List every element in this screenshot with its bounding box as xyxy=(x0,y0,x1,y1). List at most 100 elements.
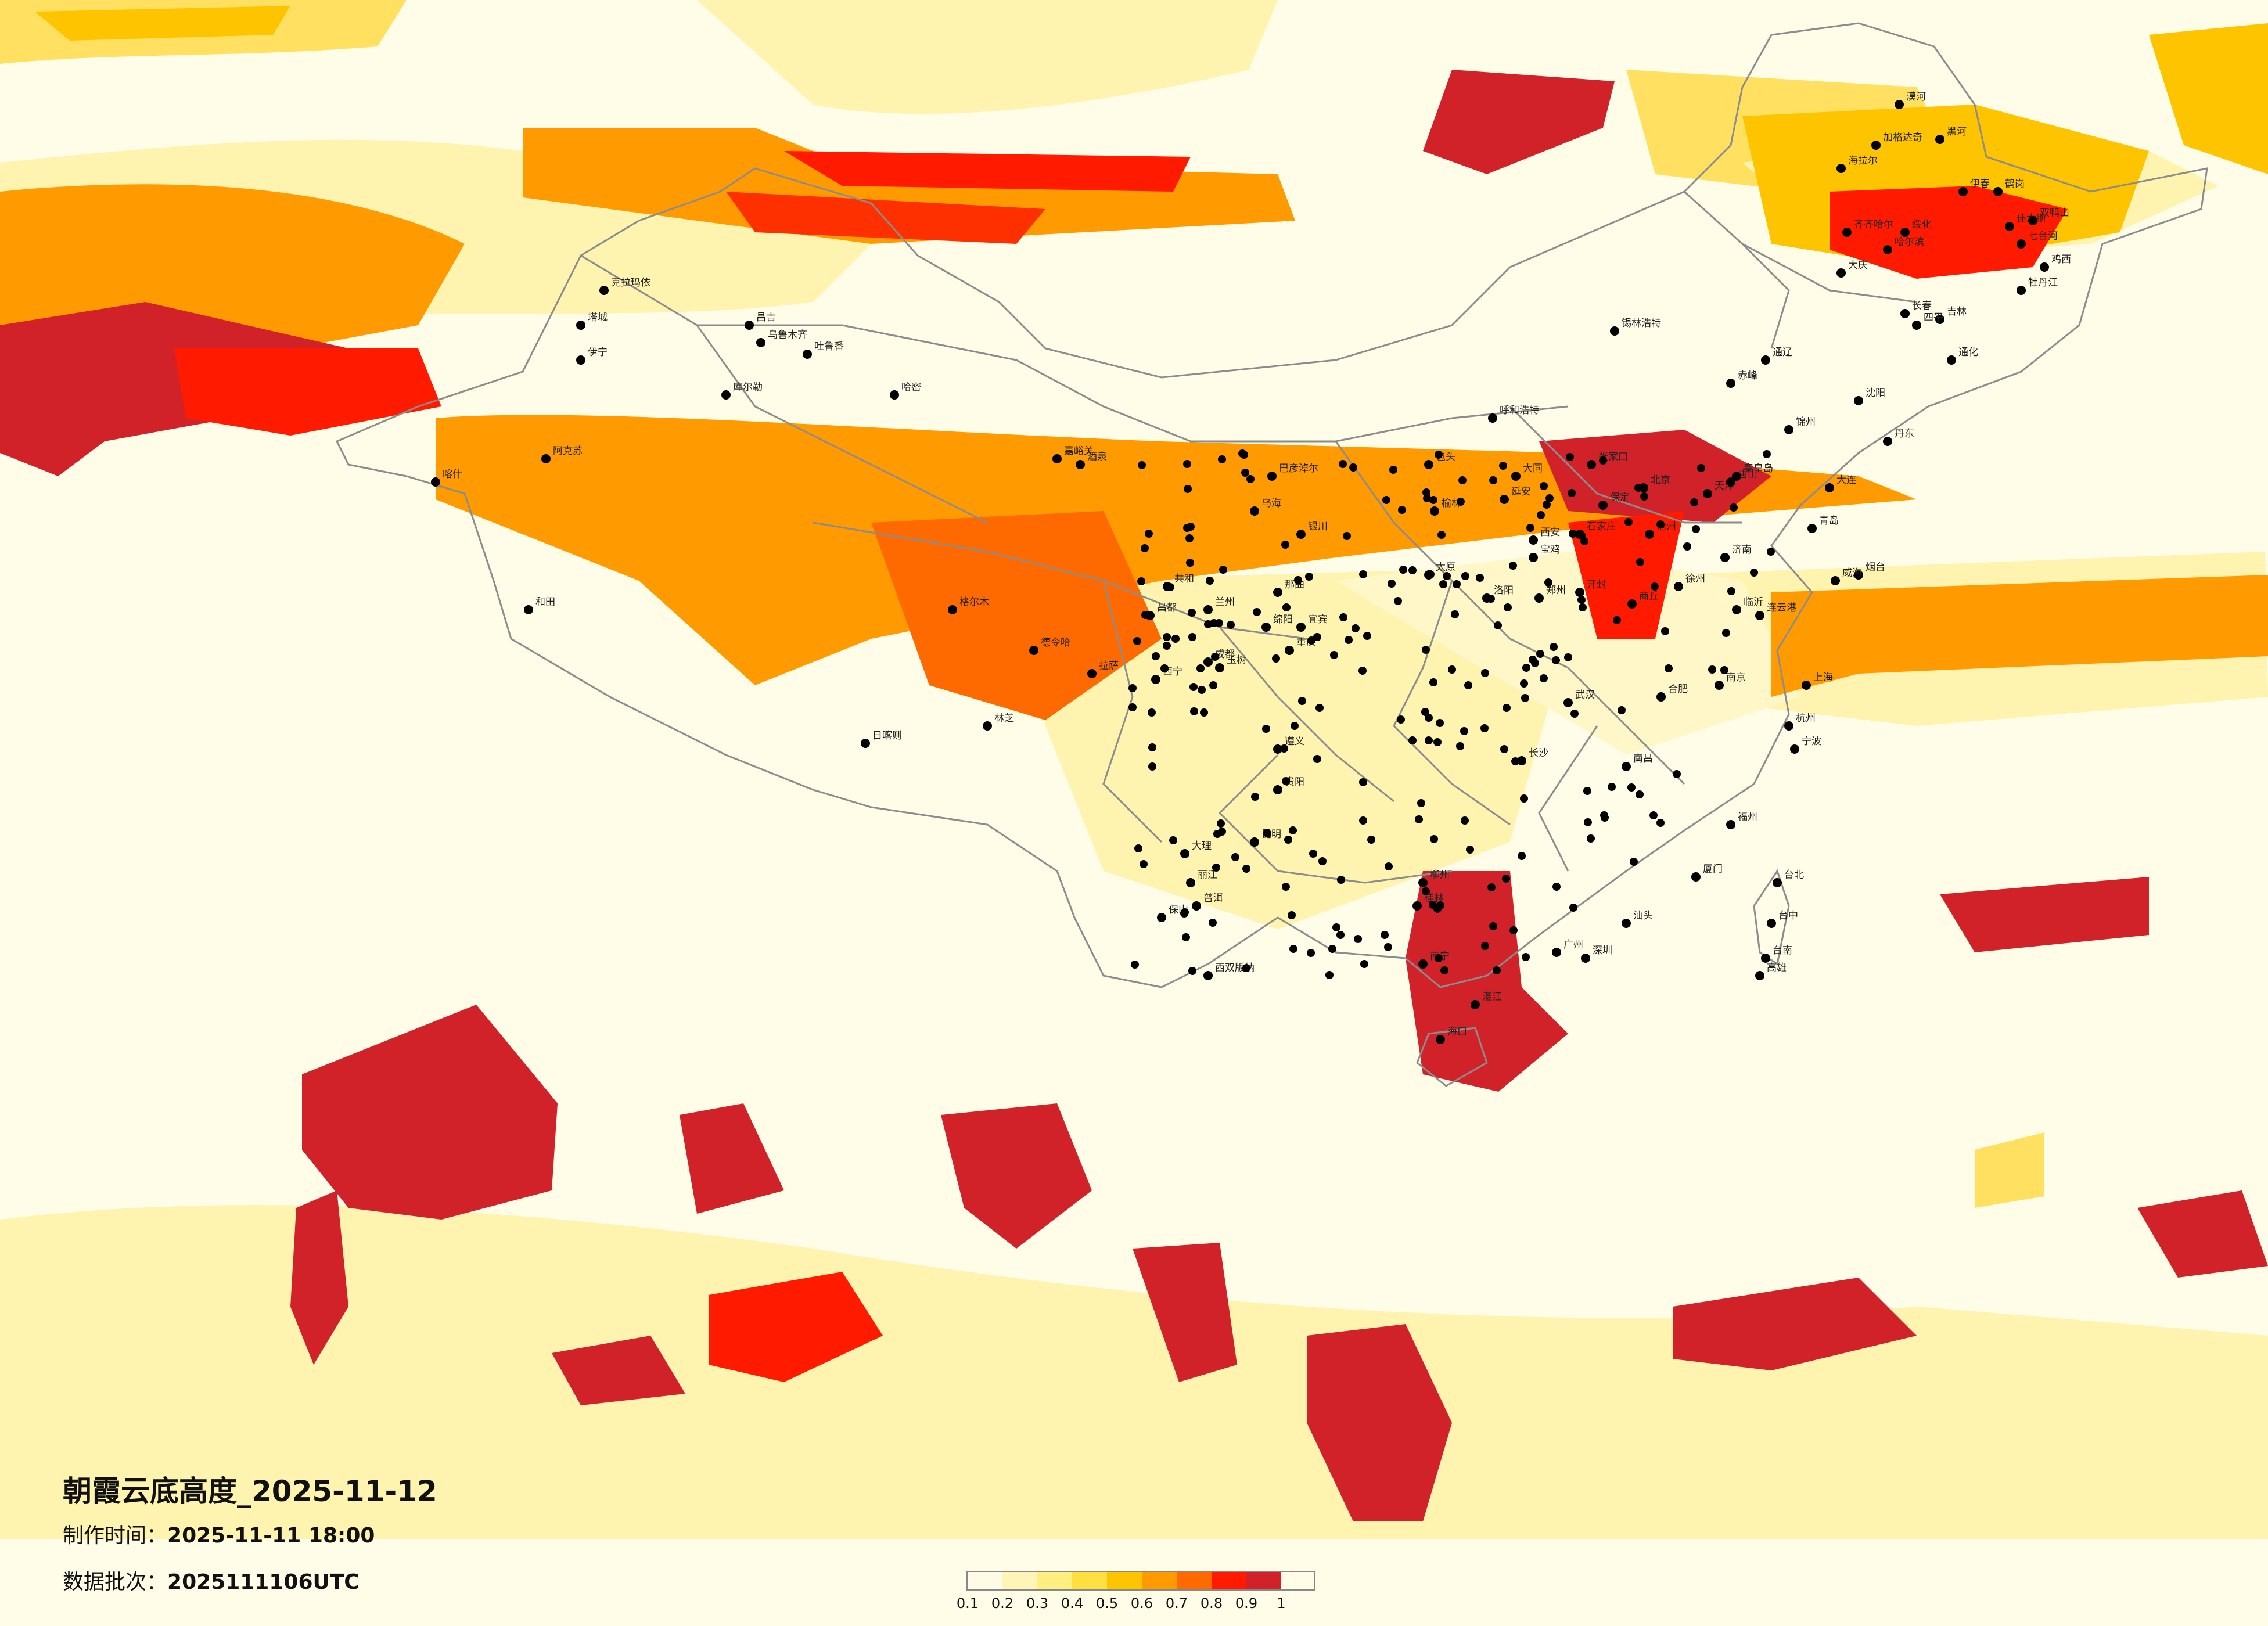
city-dot xyxy=(1564,653,1572,661)
city-dot xyxy=(1683,542,1691,551)
city-label: 鸡西 xyxy=(2051,254,2071,265)
city-dot xyxy=(1656,692,1666,702)
city-dot xyxy=(1500,495,1509,504)
city-label: 丹东 xyxy=(1895,428,1914,440)
city-label: 海拉尔 xyxy=(1848,155,1878,167)
city-dot xyxy=(1481,669,1489,677)
city-dot xyxy=(1767,919,1776,928)
city-dot xyxy=(803,350,812,359)
city-dot xyxy=(1481,942,1489,950)
city-dot xyxy=(1152,652,1160,660)
city-dot xyxy=(1784,425,1793,434)
city-dot xyxy=(1363,632,1371,640)
city-dot xyxy=(1242,964,1250,972)
city-dot xyxy=(1537,511,1545,519)
city-dot xyxy=(1935,135,1944,144)
city-dot xyxy=(1464,681,1472,689)
city-label: 秦皇岛 xyxy=(1744,463,1773,474)
city-dot xyxy=(1755,611,1764,620)
city-dot xyxy=(1183,460,1191,468)
city-dot xyxy=(1511,757,1519,765)
city-dot xyxy=(1871,141,1881,150)
city-dot xyxy=(1540,674,1548,682)
city-label: 开封 xyxy=(1587,579,1606,591)
city-label: 海口 xyxy=(1447,1026,1467,1038)
city-label: 唐山 xyxy=(1738,468,1757,480)
city-dot xyxy=(1343,532,1351,540)
city-dot xyxy=(1649,811,1658,819)
city-dot xyxy=(1052,454,1062,463)
city-markers: 漠河加格达奇海拉尔黑河伊春齐齐哈尔大庆绥化哈尔滨鹤岗佳木斯双鸭山七台河鸡西牡丹江… xyxy=(431,91,2071,1044)
city-dot xyxy=(1854,570,1863,580)
city-dot xyxy=(1180,849,1189,858)
city-dot xyxy=(1203,657,1213,667)
city-dot xyxy=(1186,878,1195,887)
city-dot xyxy=(1522,664,1530,672)
city-dot xyxy=(1291,722,1299,730)
city-dot xyxy=(1493,966,1501,974)
city-label: 克拉玛依 xyxy=(611,277,650,289)
city-dot xyxy=(1352,624,1360,632)
legend-swatch xyxy=(1177,1572,1212,1589)
city-dot xyxy=(1204,620,1212,628)
city-label: 宝鸡 xyxy=(1540,544,1560,556)
city-label: 库尔勒 xyxy=(733,382,763,393)
city-dot xyxy=(1761,355,1770,365)
city-dot xyxy=(1429,901,1437,909)
city-dot xyxy=(541,454,551,463)
city-label: 高雄 xyxy=(1767,962,1787,974)
city-dot xyxy=(1198,686,1206,694)
city-dot xyxy=(1282,603,1291,611)
city-dot xyxy=(1296,530,1306,539)
city-dot xyxy=(1552,948,1561,957)
city-dot xyxy=(1231,853,1239,861)
city-label: 黑河 xyxy=(1947,126,1967,138)
city-dot xyxy=(1624,518,1633,526)
city-dot xyxy=(1456,742,1464,750)
city-dot xyxy=(1273,588,1282,597)
city-dot xyxy=(1433,738,1442,746)
city-dot xyxy=(1359,778,1367,786)
city-dot xyxy=(1128,684,1137,692)
city-dot xyxy=(1720,666,1728,674)
city-dot xyxy=(1610,326,1619,336)
city-dot xyxy=(1141,611,1149,619)
city-label: 青岛 xyxy=(1819,515,1839,527)
city-dot xyxy=(1182,933,1190,941)
city-dot xyxy=(1784,721,1793,731)
city-dot xyxy=(1563,698,1573,707)
city-dot xyxy=(1504,603,1512,611)
city-dot xyxy=(1726,477,1735,487)
city-dot xyxy=(1577,596,1586,604)
city-dot xyxy=(1825,483,1834,492)
city-dot xyxy=(1600,811,1608,819)
city-dot xyxy=(1883,437,1892,446)
city-label: 锦州 xyxy=(1796,416,1816,428)
city-dot xyxy=(1189,683,1198,691)
city-label: 塔城 xyxy=(588,312,608,323)
city-dot xyxy=(1732,472,1741,481)
city-dot xyxy=(1188,633,1196,641)
city-dot xyxy=(1439,580,1447,588)
city-label: 七台河 xyxy=(2028,231,2058,242)
city-dot xyxy=(1613,616,1621,624)
city-dot xyxy=(1289,945,1297,953)
city-dot xyxy=(1289,826,1297,834)
city-label: 保定 xyxy=(1610,492,1630,503)
city-dot xyxy=(1330,651,1338,659)
city-label: 喀什 xyxy=(443,469,462,480)
city-dot xyxy=(1087,669,1097,678)
city-dot xyxy=(1580,537,1588,545)
city-label: 赤峰 xyxy=(1738,370,1757,382)
city-label: 西安 xyxy=(1540,527,1560,538)
city-label: 太原 xyxy=(1436,562,1455,573)
city-dot xyxy=(1349,463,1357,472)
city-dot xyxy=(1460,727,1468,735)
city-label: 上海 xyxy=(1813,672,1833,684)
city-dot xyxy=(1703,489,1712,498)
city-dot xyxy=(1328,945,1336,953)
legend-swatch xyxy=(1142,1572,1177,1589)
city-dot xyxy=(1242,865,1250,873)
city-dot xyxy=(1261,623,1271,632)
city-label: 南京 xyxy=(1726,672,1746,684)
